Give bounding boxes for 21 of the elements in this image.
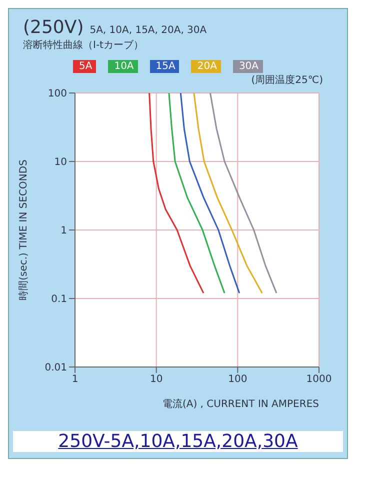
y-tick-label: 0.01 <box>44 362 67 374</box>
legend-label: 10A <box>114 60 138 73</box>
y-tick-label: 10 <box>54 157 67 168</box>
y-tick-label: 0.1 <box>51 294 67 306</box>
text: 250V-5A,10A,15A,20A,30A <box>13 431 343 452</box>
legend-label: 15A <box>156 60 180 73</box>
legend-label: 5A <box>79 60 96 73</box>
y-tick-label: 100 <box>48 88 67 100</box>
x-tick-label: 1 <box>72 374 78 386</box>
text: 溶断特性曲線（I-tカーブ） <box>23 38 144 52</box>
legend-label: 30A <box>238 60 263 73</box>
chart-subtitle: 5A, 10A, 15A, 20A, 30A <box>90 25 207 36</box>
x-axis-title: 電流(A) , CURRENT IN AMPERES <box>162 398 319 410</box>
chart-title: (250V) <box>23 17 84 38</box>
x-tick-label: 10 <box>150 374 163 386</box>
y-axis-title: 時間(sec.) TIME IN SECONDS <box>18 160 30 300</box>
text: (周囲温度25℃) <box>250 74 323 87</box>
legend-label: 20A <box>197 60 221 73</box>
x-tick-label: 1000 <box>306 374 332 386</box>
x-tick-label: 100 <box>228 374 248 386</box>
y-tick-label: 1 <box>60 226 67 237</box>
